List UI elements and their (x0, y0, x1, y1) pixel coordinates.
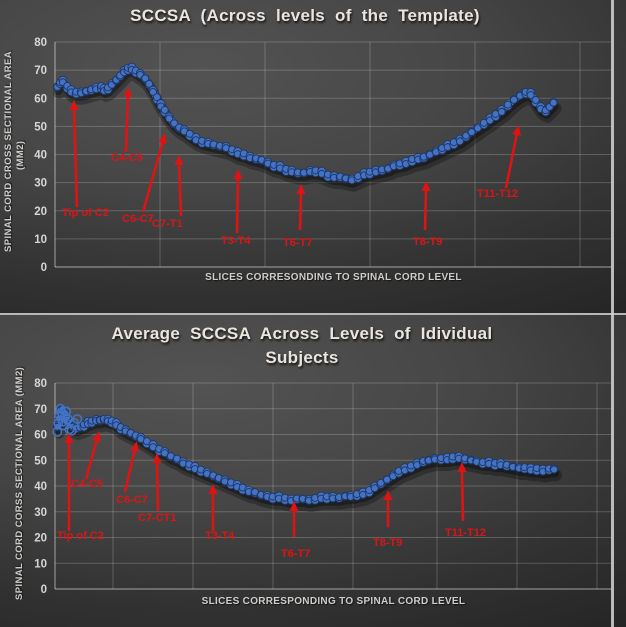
data-point[interactable] (531, 95, 540, 104)
y-tick-label: 30 (34, 507, 47, 519)
panel-separator-line (0, 313, 626, 315)
y-tick-label: 50 (34, 121, 47, 133)
y-tick-label: 20 (34, 206, 47, 218)
y-tick-label: 10 (34, 234, 47, 246)
data-point[interactable] (510, 95, 518, 104)
annotation-label[interactable]: T3-T4 (205, 530, 235, 542)
annotation-label[interactable]: T11-T12 (445, 527, 486, 539)
sheet-border-right (611, 0, 614, 627)
annotation-arrow[interactable] (152, 453, 162, 512)
scatter-point[interactable] (60, 411, 70, 422)
data-point[interactable] (549, 98, 558, 107)
y-axis-title: SPINAL CORD CROSS SECTIONAL AREA (3, 50, 14, 252)
annotation-label[interactable]: C6-C7 (116, 494, 148, 506)
annotation-label[interactable]: T8-T9 (413, 236, 442, 248)
annotation-label[interactable]: Tip of C2 (62, 207, 109, 219)
annotation-arrow[interactable] (233, 169, 243, 234)
annotation-label[interactable]: C7-CT1 (138, 512, 177, 524)
data-point[interactable] (526, 91, 535, 100)
y-tick-label: 80 (34, 378, 47, 390)
template-chart-canvas[interactable]: 80 70 60 50 40 30 20 10 0 Tip of C2 C4-C5 C6-C7C7-T… (0, 0, 626, 313)
annotation-arrow[interactable] (141, 133, 167, 213)
data-point[interactable] (497, 107, 506, 116)
chart-title: SCCSA (Across levels of the Template) (130, 6, 480, 25)
chart-title-line2: Subjects (265, 348, 339, 367)
data-point[interactable] (170, 119, 179, 128)
subjects-chart-panel: 80 70 60 50 40 30 20 10 0 Tip of C2 C4-C5 C6-C7 C7-C… (0, 315, 626, 627)
y-tick-label: 30 (34, 178, 47, 190)
annotation-arrow[interactable] (457, 462, 467, 522)
annotation-label[interactable]: T11-T12 (477, 188, 518, 200)
data-series[interactable] (52, 405, 559, 505)
y-tick-label: 60 (34, 93, 47, 105)
annotation-arrow[interactable] (296, 184, 306, 231)
scatter-point[interactable] (72, 414, 83, 425)
chart-title-line1: Average SCCSA Across Levels of Idividual (111, 324, 493, 343)
annotation-label[interactable]: T6-T7 (281, 548, 310, 560)
annotation-arrow[interactable] (421, 181, 431, 231)
data-point[interactable] (370, 484, 379, 493)
annotation-arrow[interactable] (123, 441, 139, 493)
y-axis-title: SPINAL CORD CORSS SECTIONAL AREA (MM2) (14, 366, 25, 600)
data-point[interactable] (165, 114, 174, 123)
data-point[interactable] (185, 129, 194, 138)
series-line[interactable] (54, 406, 555, 504)
y-tick-label: 0 (41, 584, 47, 596)
annotation-arrow[interactable] (504, 125, 522, 189)
data-series[interactable] (52, 62, 558, 185)
subjects-chart-canvas[interactable]: 80 70 60 50 40 30 20 10 0 Tip of C2 C4-C5 C6-C7 C7-C… (0, 315, 626, 627)
annotation-label[interactable]: T6-T7 (283, 237, 312, 249)
x-axis-title: SLICES CORRESONDING TO SPINAL CORD LEVEL (205, 272, 462, 283)
data-point[interactable] (141, 74, 150, 83)
annotation-arrow[interactable] (123, 87, 133, 153)
data-point[interactable] (160, 105, 169, 114)
annotation-label[interactable]: C6-C7 (122, 213, 154, 225)
annotation-arrow[interactable] (84, 431, 101, 480)
data-point[interactable] (152, 93, 161, 102)
data-point[interactable] (149, 88, 157, 96)
y-tick-label: 80 (34, 37, 47, 49)
data-point[interactable] (467, 128, 476, 137)
annotation-label[interactable]: C4-C5 (111, 152, 143, 164)
data-point[interactable] (550, 465, 559, 474)
y-tick-label: 0 (41, 262, 47, 274)
data-point[interactable] (145, 79, 154, 88)
data-point[interactable] (455, 137, 464, 146)
y-tick-label: 40 (34, 481, 47, 493)
annotation-arrow[interactable] (69, 100, 79, 208)
annotation-label[interactable]: C4-C5 (71, 478, 103, 490)
y-tick-label: 10 (34, 558, 47, 570)
data-point[interactable] (503, 100, 512, 109)
y-tick-label: 20 (34, 533, 47, 545)
annotation-label[interactable]: T8-T9 (373, 537, 402, 549)
y-axis-title-units: (MM2) (15, 140, 26, 170)
annotation-label[interactable]: Tip of C2 (57, 530, 104, 542)
y-tick-label: 50 (34, 455, 47, 467)
annotation-arrow[interactable] (174, 155, 184, 217)
y-tick-label: 70 (34, 65, 47, 77)
y-tick-label: 70 (34, 404, 47, 416)
x-axis-title: SLICES CORRESPONDING TO SPINAL CORD LEVE… (201, 596, 466, 607)
annotation-label[interactable]: C7-T1 (152, 218, 183, 230)
y-tick-label: 60 (34, 430, 47, 442)
y-tick-label: 40 (34, 150, 47, 162)
data-point[interactable] (383, 475, 391, 484)
annotation-label[interactable]: T3-T4 (221, 235, 251, 247)
template-chart-panel: 80 70 60 50 40 30 20 10 0 Tip of C2 C4-C5 C6-C7 C7-T… (0, 0, 626, 313)
